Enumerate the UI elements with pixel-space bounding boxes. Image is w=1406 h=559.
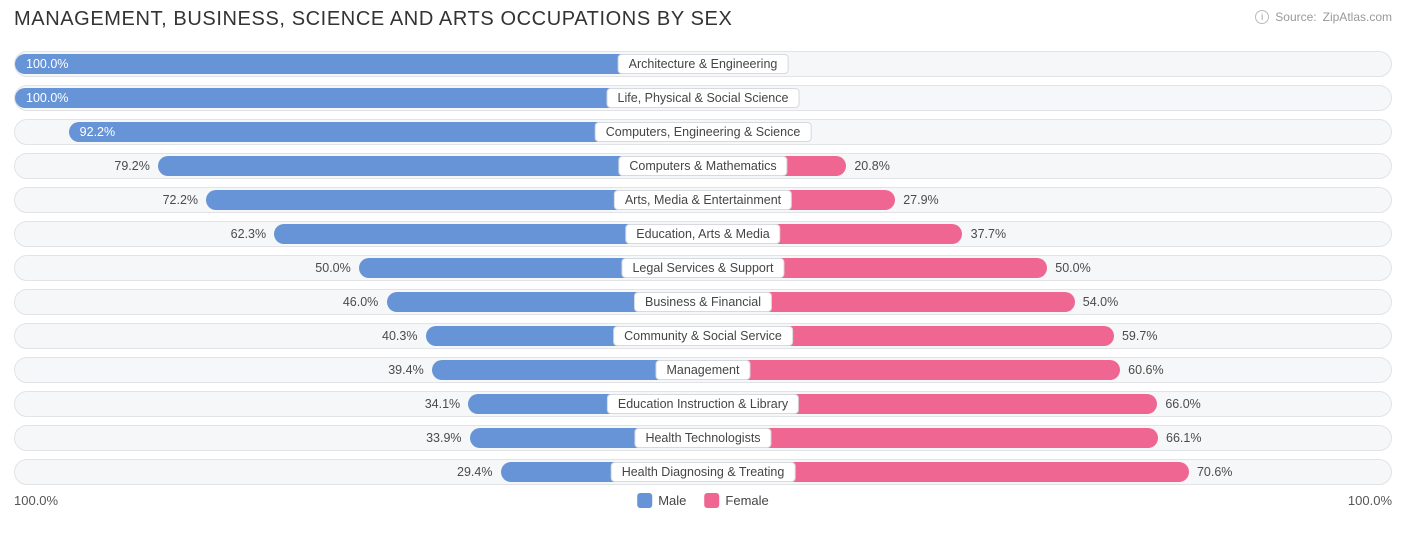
value-label-female: 54.0% (1083, 295, 1118, 309)
chart-row: 72.2% 27.9% Arts, Media & Entertainment (14, 187, 1392, 213)
bar-female (703, 360, 1120, 380)
legend-swatch-female (704, 493, 719, 508)
bar-male (15, 88, 703, 108)
chart-row: 62.3% 37.7% Education, Arts & Media (14, 221, 1392, 247)
info-icon: i (1255, 10, 1269, 24)
legend-label-male: Male (658, 493, 686, 508)
category-label: Computers & Mathematics (618, 156, 787, 176)
chart-row: 34.1% 66.0% Education Instruction & Librar… (14, 391, 1392, 417)
bar-male (15, 54, 703, 74)
legend-swatch-male (637, 493, 652, 508)
value-label-male: 39.4% (388, 363, 423, 377)
category-label: Health Technologists (634, 428, 771, 448)
category-label: Business & Financial (634, 292, 772, 312)
category-label: Education, Arts & Media (625, 224, 780, 244)
value-label-male: 100.0% (26, 57, 68, 71)
value-label-male: 34.1% (425, 397, 460, 411)
value-label-male: 79.2% (114, 159, 149, 173)
chart-row: 50.0% 50.0% Legal Services & Support (14, 255, 1392, 281)
value-label-male: 92.2% (80, 125, 115, 139)
legend-item-male: Male (637, 493, 686, 508)
category-label: Computers, Engineering & Science (595, 122, 812, 142)
value-label-female: 59.7% (1122, 329, 1157, 343)
chart-row: 40.3% 59.7% Community & Social Service (14, 323, 1392, 349)
axis-left-end: 100.0% (14, 493, 58, 508)
value-label-male: 46.0% (343, 295, 378, 309)
source-label: Source: (1275, 10, 1316, 24)
category-label: Legal Services & Support (621, 258, 784, 278)
category-label: Management (656, 360, 751, 380)
source-name: ZipAtlas.com (1323, 10, 1392, 24)
value-label-male: 100.0% (26, 91, 68, 105)
legend-label-female: Female (725, 493, 768, 508)
category-label: Community & Social Service (613, 326, 793, 346)
value-label-female: 60.6% (1128, 363, 1163, 377)
chart-plot-area: 100.0%0.0%Architecture & Engineering100.… (14, 51, 1392, 485)
chart-title: MANAGEMENT, BUSINESS, SCIENCE AND ARTS O… (14, 8, 732, 31)
chart-footer: 100.0% Male Female 100.0% (14, 493, 1392, 508)
chart-row: 39.4% 60.6% Management (14, 357, 1392, 383)
value-label-male: 50.0% (315, 261, 350, 275)
chart-row: 33.9% 66.1% Health Technologists (14, 425, 1392, 451)
chart-row: 92.2%7.9%Computers, Engineering & Scienc… (14, 119, 1392, 145)
value-label-female: 50.0% (1055, 261, 1090, 275)
chart-row: 29.4% 70.6% Health Diagnosing & Treating (14, 459, 1392, 485)
chart-legend: Male Female (637, 493, 769, 508)
value-label-male: 62.3% (231, 227, 266, 241)
chart-row: 100.0%0.0%Architecture & Engineering (14, 51, 1392, 77)
source-attribution: i Source: ZipAtlas.com (1255, 10, 1392, 24)
legend-item-female: Female (704, 493, 768, 508)
category-label: Arts, Media & Entertainment (614, 190, 792, 210)
value-label-female: 37.7% (971, 227, 1006, 241)
axis-right-end: 100.0% (1348, 493, 1392, 508)
category-label: Architecture & Engineering (618, 54, 789, 74)
chart-row: 100.0%0.0%Life, Physical & Social Scienc… (14, 85, 1392, 111)
chart-row: 46.0% 54.0% Business & Financial (14, 289, 1392, 315)
value-label-male: 33.9% (426, 431, 461, 445)
value-label-male: 40.3% (382, 329, 417, 343)
value-label-female: 70.6% (1197, 465, 1232, 479)
chart-row: 79.2% 20.8% Computers & Mathematics (14, 153, 1392, 179)
value-label-female: 27.9% (903, 193, 938, 207)
value-label-male: 29.4% (457, 465, 492, 479)
category-label: Life, Physical & Social Science (607, 88, 800, 108)
value-label-male: 72.2% (163, 193, 198, 207)
chart-header: MANAGEMENT, BUSINESS, SCIENCE AND ARTS O… (14, 8, 1392, 31)
category-label: Health Diagnosing & Treating (611, 462, 796, 482)
value-label-female: 20.8% (854, 159, 889, 173)
value-label-female: 66.1% (1166, 431, 1201, 445)
category-label: Education Instruction & Library (607, 394, 799, 414)
value-label-female: 66.0% (1165, 397, 1200, 411)
